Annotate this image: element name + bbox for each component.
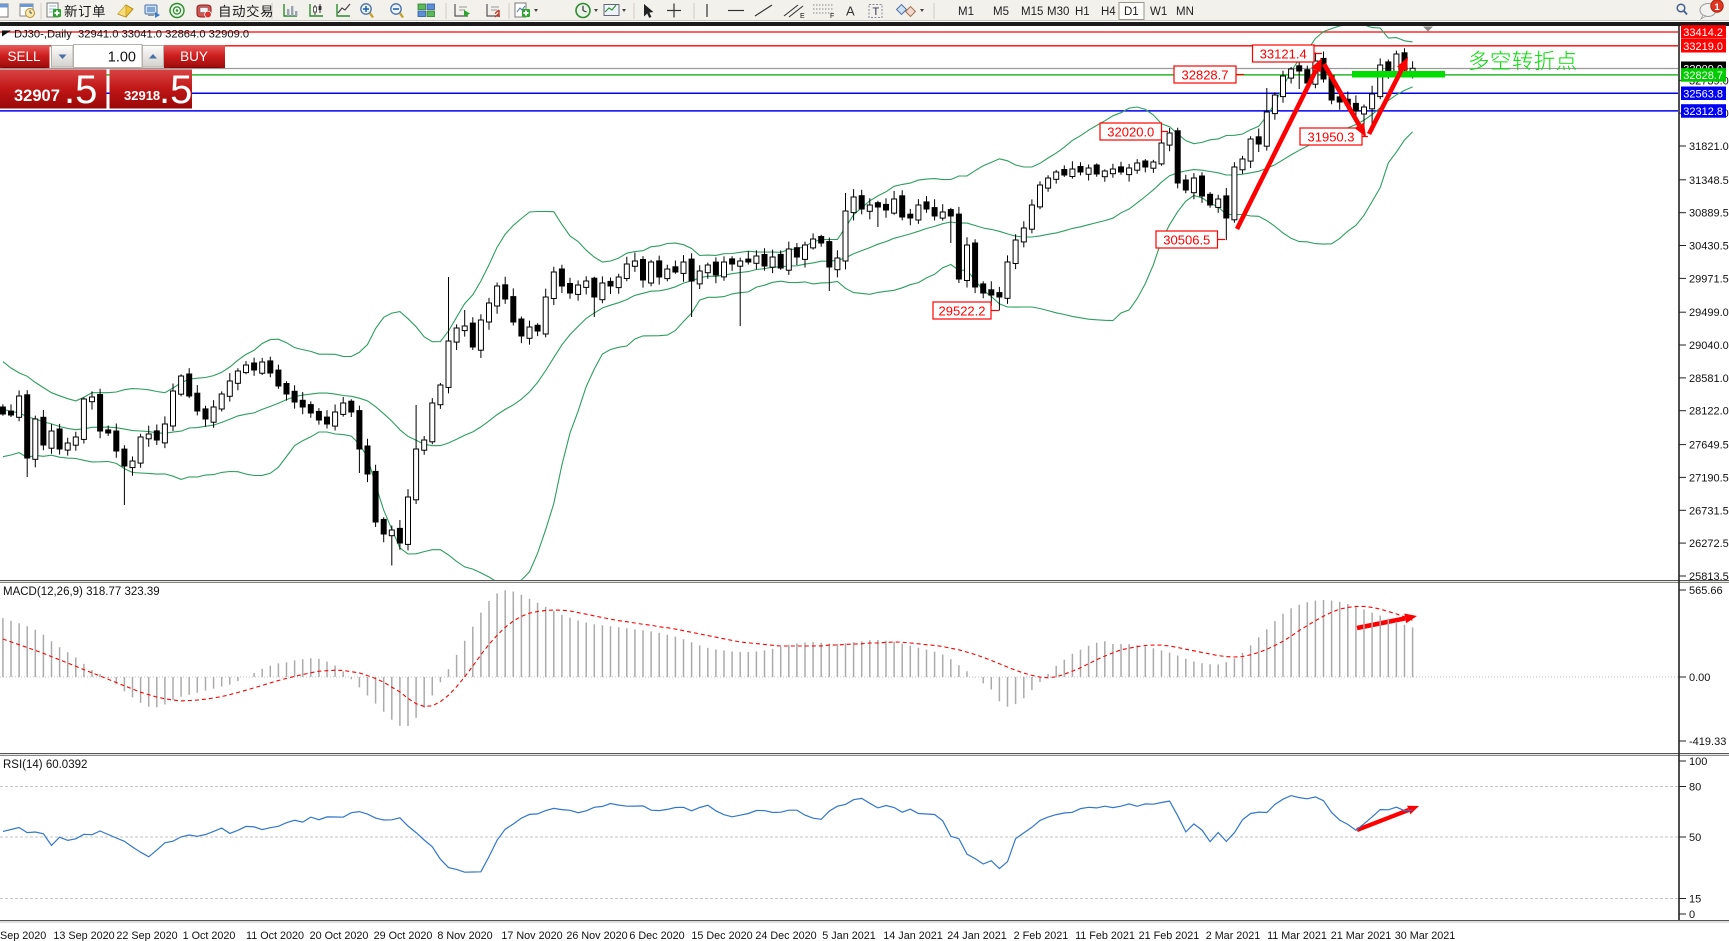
svg-text:17 Nov 2020: 17 Nov 2020 xyxy=(501,930,562,941)
svg-text:24 Dec 2020: 24 Dec 2020 xyxy=(755,930,816,941)
svg-text:32828.7: 32828.7 xyxy=(1683,70,1723,82)
svg-text:30 Mar 2021: 30 Mar 2021 xyxy=(1395,930,1456,941)
svg-text:50: 50 xyxy=(1689,832,1701,844)
svg-text:32828.7: 32828.7 xyxy=(1182,68,1229,83)
svg-text:80: 80 xyxy=(1689,782,1701,794)
svg-text:100: 100 xyxy=(1689,756,1707,768)
svg-text:29 Oct 2020: 29 Oct 2020 xyxy=(374,930,433,941)
svg-text:DJ30-,Daily 32941.0 33041.0 3: DJ30-,Daily 32941.0 33041.0 32864.0 3290… xyxy=(14,29,249,41)
svg-text:MACD(12,26,9) 318.77 323.39: MACD(12,26,9) 318.77 323.39 xyxy=(3,586,160,598)
svg-text:31821.0: 31821.0 xyxy=(1689,141,1729,153)
svg-text:2 Feb 2021: 2 Feb 2021 xyxy=(1014,930,1069,941)
svg-text:F: F xyxy=(830,13,834,20)
svg-text:32907: 32907 xyxy=(14,87,60,105)
svg-text:SELL: SELL xyxy=(7,49,41,64)
svg-text:15: 15 xyxy=(1689,894,1701,906)
svg-text:33219.0: 33219.0 xyxy=(1683,41,1723,53)
svg-text:Sep 2020: Sep 2020 xyxy=(0,930,46,941)
svg-text:28581.0: 28581.0 xyxy=(1689,373,1729,385)
svg-text:BUY: BUY xyxy=(180,49,208,64)
svg-text:30506.5: 30506.5 xyxy=(1163,233,1210,248)
svg-text:29971.5: 29971.5 xyxy=(1689,273,1729,285)
svg-text:27649.5: 27649.5 xyxy=(1689,440,1729,452)
svg-text:26731.5: 26731.5 xyxy=(1689,505,1729,517)
svg-text:15 Dec 2020: 15 Dec 2020 xyxy=(691,930,752,941)
svg-text:8 Nov 2020: 8 Nov 2020 xyxy=(437,930,492,941)
svg-text:32020.0: 32020.0 xyxy=(1107,125,1154,140)
svg-text:11 Feb 2021: 11 Feb 2021 xyxy=(1075,930,1135,941)
svg-text:H1: H1 xyxy=(1075,6,1090,18)
svg-text:30430.5: 30430.5 xyxy=(1689,241,1729,253)
svg-text:33414.2: 33414.2 xyxy=(1683,27,1723,39)
svg-text:30889.5: 30889.5 xyxy=(1689,208,1729,220)
svg-text:-419.33: -419.33 xyxy=(1689,736,1726,748)
svg-text:M15: M15 xyxy=(1021,6,1043,18)
svg-text:24 Jan 2021: 24 Jan 2021 xyxy=(947,930,1006,941)
svg-text:0: 0 xyxy=(1689,909,1695,921)
svg-text:26 Nov 2020: 26 Nov 2020 xyxy=(566,930,627,941)
svg-text:11 Oct 2020: 11 Oct 2020 xyxy=(246,930,304,941)
svg-text:29522.2: 29522.2 xyxy=(939,304,986,319)
svg-text:M30: M30 xyxy=(1047,6,1069,18)
svg-text:29040.0: 29040.0 xyxy=(1689,340,1729,352)
svg-text:31348.5: 31348.5 xyxy=(1689,175,1729,187)
svg-text:T: T xyxy=(873,6,880,18)
svg-text:31950.3: 31950.3 xyxy=(1308,130,1355,145)
svg-text:11 Mar 2021: 11 Mar 2021 xyxy=(1267,930,1327,941)
svg-text:32563.8: 32563.8 xyxy=(1683,88,1723,100)
svg-text:22 Sep 2020: 22 Sep 2020 xyxy=(116,930,177,941)
svg-text:21 Mar 2021: 21 Mar 2021 xyxy=(1331,930,1392,941)
svg-text:D1: D1 xyxy=(1124,6,1139,18)
svg-text:1.00: 1.00 xyxy=(108,50,136,66)
svg-text:0.00: 0.00 xyxy=(1689,672,1710,684)
svg-text:32918: 32918 xyxy=(124,88,160,103)
svg-text:14 Jan 2021: 14 Jan 2021 xyxy=(883,930,942,941)
svg-text:M1: M1 xyxy=(958,6,974,18)
svg-text:28122.0: 28122.0 xyxy=(1689,406,1729,418)
svg-text:21 Feb 2021: 21 Feb 2021 xyxy=(1139,930,1200,941)
svg-text:1: 1 xyxy=(1714,2,1720,13)
svg-text:25813.5: 25813.5 xyxy=(1689,571,1729,583)
svg-text:M5: M5 xyxy=(993,6,1009,18)
svg-text:A: A xyxy=(846,4,855,19)
svg-text:26272.5: 26272.5 xyxy=(1689,538,1729,550)
svg-text:6 Dec 2020: 6 Dec 2020 xyxy=(629,930,684,941)
svg-text:RSI(14) 60.0392: RSI(14) 60.0392 xyxy=(3,759,87,771)
svg-text:5 Jan 2021: 5 Jan 2021 xyxy=(822,930,875,941)
svg-text:2 Mar 2021: 2 Mar 2021 xyxy=(1206,930,1261,941)
svg-text:MN: MN xyxy=(1176,6,1194,18)
svg-text:H4: H4 xyxy=(1101,6,1116,18)
svg-text:20 Oct 2020: 20 Oct 2020 xyxy=(310,930,369,941)
svg-text:E: E xyxy=(800,13,805,20)
svg-text:13 Sep 2020: 13 Sep 2020 xyxy=(53,930,114,941)
svg-text:29499.0: 29499.0 xyxy=(1689,307,1729,319)
svg-text:32312.8: 32312.8 xyxy=(1683,106,1723,118)
svg-text:1 Oct 2020: 1 Oct 2020 xyxy=(183,930,236,941)
svg-text:W1: W1 xyxy=(1150,6,1167,18)
svg-text:33121.4: 33121.4 xyxy=(1260,47,1307,62)
svg-text:.5: .5 xyxy=(159,68,192,112)
svg-text:27190.5: 27190.5 xyxy=(1689,472,1729,484)
svg-text:565.66: 565.66 xyxy=(1689,585,1723,597)
svg-text:.5: .5 xyxy=(64,68,97,112)
